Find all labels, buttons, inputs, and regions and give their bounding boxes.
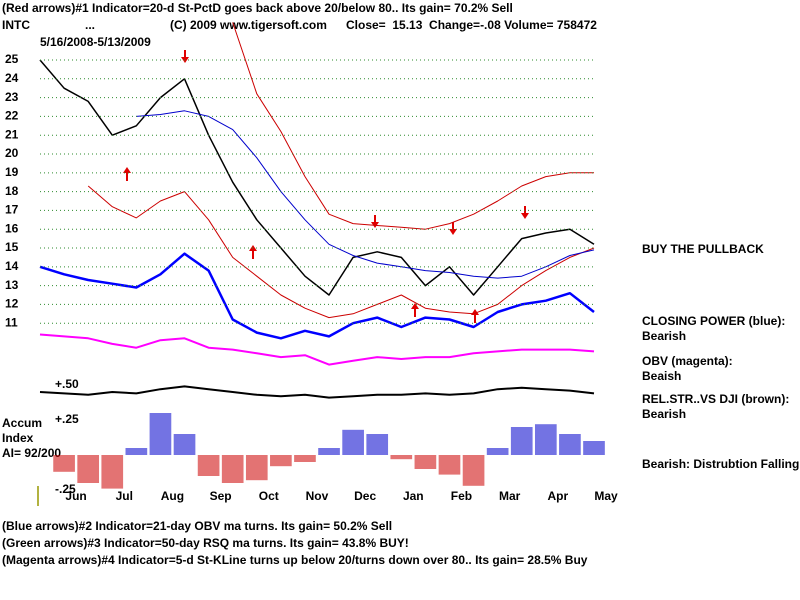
y-tick-label: +.50 bbox=[55, 377, 79, 391]
footer-line: (Magenta arrows)#4 Indicator=5-d St-KLin… bbox=[2, 553, 588, 567]
series-line bbox=[39, 333, 595, 366]
y-tick-label: 24 bbox=[5, 71, 19, 85]
header-line: (Red arrows)#1 Indicator=20-d St-PctD go… bbox=[2, 1, 513, 15]
accum-bar bbox=[583, 441, 605, 455]
y-tick-label: 14 bbox=[5, 259, 19, 273]
accum-bar bbox=[318, 448, 340, 455]
y-tick-label: 18 bbox=[5, 184, 19, 198]
accum-bar bbox=[125, 448, 148, 455]
x-tick-label: Oct bbox=[259, 489, 279, 503]
accum-label: Index bbox=[2, 431, 34, 445]
y-tick-label: 16 bbox=[5, 221, 19, 235]
accum-bar bbox=[342, 429, 364, 455]
y-tick-label: 22 bbox=[5, 109, 19, 123]
accum-bar bbox=[559, 434, 581, 455]
series-line bbox=[39, 252, 595, 340]
note: Bearish bbox=[642, 329, 686, 343]
y-tick-label: 13 bbox=[5, 278, 19, 292]
x-tick-label: Feb bbox=[451, 489, 472, 503]
y-tick-label: -.25 bbox=[55, 482, 76, 496]
accum-bar bbox=[534, 424, 557, 455]
x-tick-label: Jun bbox=[65, 489, 86, 503]
footer-line: (Blue arrows)#2 Indicator=21-day OBV ma … bbox=[2, 519, 392, 533]
note: REL.STR..VS DJI (brown): bbox=[642, 392, 789, 406]
series-line bbox=[39, 385, 595, 399]
accum-bar bbox=[270, 455, 292, 467]
ticker: INTC bbox=[2, 18, 30, 32]
arrows bbox=[123, 50, 529, 323]
x-tick-label: Apr bbox=[547, 489, 568, 503]
note: CLOSING POWER (blue): bbox=[642, 314, 785, 328]
accum-bar bbox=[462, 455, 485, 486]
accum-bar bbox=[245, 455, 268, 481]
y-tick-label: +.25 bbox=[55, 412, 79, 426]
note: OBV (magenta): bbox=[642, 354, 733, 368]
note: Bearish: Distrubtion Falling. bbox=[642, 457, 800, 471]
y-tick-label: 11 bbox=[5, 315, 18, 329]
y-tick-label: 21 bbox=[5, 127, 19, 141]
x-tick-label: Dec bbox=[354, 489, 376, 503]
accum-bar bbox=[486, 448, 509, 455]
x-tick-label: May bbox=[594, 489, 618, 503]
x-tick-label: Jan bbox=[403, 489, 424, 503]
y-tick-label: 17 bbox=[5, 203, 19, 217]
note: Beaish bbox=[642, 369, 681, 383]
series-line bbox=[136, 110, 595, 279]
footer-line: (Green arrows)#3 Indicator=50-day RSQ ma… bbox=[2, 536, 409, 550]
accum-bar bbox=[149, 413, 172, 455]
accum-bar bbox=[77, 455, 100, 483]
accum-label: Accum bbox=[2, 416, 42, 430]
y-tick-label: 15 bbox=[5, 240, 19, 254]
accum-bar bbox=[414, 455, 437, 469]
y-tick-label: 20 bbox=[5, 146, 19, 160]
accum-bar bbox=[294, 455, 316, 462]
accum-bar bbox=[221, 455, 244, 483]
accum-bar bbox=[366, 434, 389, 455]
copyright: (C) 2009 www.tigersoft.com bbox=[170, 18, 327, 32]
plot-area bbox=[39, 22, 595, 366]
accum-label: AI= 92/200 bbox=[2, 446, 61, 460]
accum-bar bbox=[510, 427, 533, 455]
accum-bar bbox=[101, 455, 124, 489]
y-tick-label: 25 bbox=[5, 52, 19, 66]
y-tick-label: 19 bbox=[5, 165, 19, 179]
date-range: 5/16/2008-5/13/2009 bbox=[40, 35, 151, 49]
note: BUY THE PULLBACK bbox=[642, 242, 764, 256]
note: Bearish bbox=[642, 407, 686, 421]
series-line bbox=[39, 59, 595, 296]
accum-bar bbox=[53, 455, 75, 472]
x-tick-label: Aug bbox=[161, 489, 184, 503]
accum-bar bbox=[438, 455, 461, 475]
quote: Close= 15.13 Change=-.08 Volume= 758472 bbox=[346, 18, 597, 32]
accum-bar bbox=[173, 434, 196, 455]
x-tick-label: Sep bbox=[210, 489, 232, 503]
accum-bar bbox=[197, 455, 220, 476]
x-tick-label: Jul bbox=[116, 489, 133, 503]
y-tick-label: 12 bbox=[5, 297, 19, 311]
series-line bbox=[87, 185, 595, 319]
x-tick-label: Nov bbox=[306, 489, 329, 503]
x-tick-label: Mar bbox=[499, 489, 521, 503]
dots: ... bbox=[85, 18, 95, 32]
accum-bar bbox=[390, 455, 413, 460]
y-tick-label: 23 bbox=[5, 90, 19, 104]
